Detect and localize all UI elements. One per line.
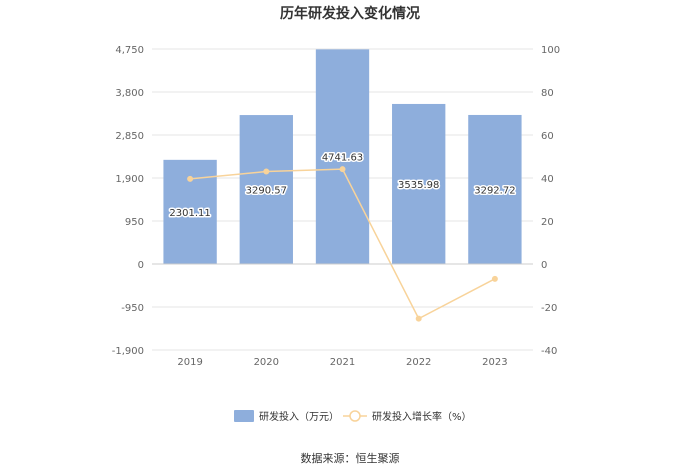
line-point xyxy=(415,315,422,322)
chart-title: 历年研发投入变化情况 xyxy=(280,5,420,22)
line-series xyxy=(187,166,498,322)
data-labels: 2301.11 3290.57 4741.63 3535.98 3292.72 xyxy=(168,151,517,220)
y-right-tick-label: 80 xyxy=(541,88,554,99)
legend[interactable]: 研发投入（万元） 研发投入增长率（%） xyxy=(234,410,472,423)
y-right-tick-label: 0 xyxy=(541,260,547,271)
legend-line-label: 研发投入增长率（%） xyxy=(372,410,472,423)
x-tick-label: 2019 xyxy=(177,357,202,368)
legend-bar-swatch xyxy=(234,410,254,422)
bar xyxy=(468,114,522,265)
line-point xyxy=(491,275,498,282)
y-left-tick-label: -1,900 xyxy=(112,346,144,357)
x-tick-label: 2023 xyxy=(482,357,507,368)
y-right-tick-label: 100 xyxy=(541,45,560,56)
bar-value-label: 3535.98 xyxy=(398,180,439,191)
bar-value-label: 2301.11 xyxy=(169,208,210,219)
line-point xyxy=(339,166,346,173)
bar-value-label: 3290.57 xyxy=(246,186,287,197)
bar xyxy=(239,115,293,264)
bar-value-label: 4741.63 xyxy=(322,153,363,164)
x-tick-label: 2022 xyxy=(406,357,431,368)
y-left-tick-label: -950 xyxy=(121,303,144,314)
axes: 4,750 3,800 2,850 1,900 950 0 -950 -1,900 100 80 6… xyxy=(112,45,560,368)
x-tick-label: 2021 xyxy=(330,357,355,368)
legend-bar-label: 研发投入（万元） xyxy=(259,410,339,423)
y-right-tick-label: -40 xyxy=(541,346,557,357)
y-left-tick-label: 950 xyxy=(125,217,144,228)
data-source: 数据来源：恒生聚源 xyxy=(301,451,400,465)
y-right-tick-label: 40 xyxy=(541,174,554,185)
y-left-tick-label: 0 xyxy=(138,260,144,271)
line-point xyxy=(187,175,194,182)
y-left-tick-label: 4,750 xyxy=(115,45,144,56)
x-tick-label: 2020 xyxy=(254,357,279,368)
y-left-tick-label: 1,900 xyxy=(115,174,144,185)
y-right-tick-label: 60 xyxy=(541,131,554,142)
y-right-tick-label: 20 xyxy=(541,217,554,228)
bar-value-label: 3292.72 xyxy=(474,185,515,196)
y-left-tick-label: 3,800 xyxy=(115,88,144,99)
bar xyxy=(392,103,446,264)
y-left-tick-label: 2,850 xyxy=(115,131,144,142)
line-point xyxy=(263,168,270,175)
legend-line-marker xyxy=(349,410,361,422)
bar xyxy=(315,49,370,265)
y-right-tick-label: -20 xyxy=(541,303,557,314)
